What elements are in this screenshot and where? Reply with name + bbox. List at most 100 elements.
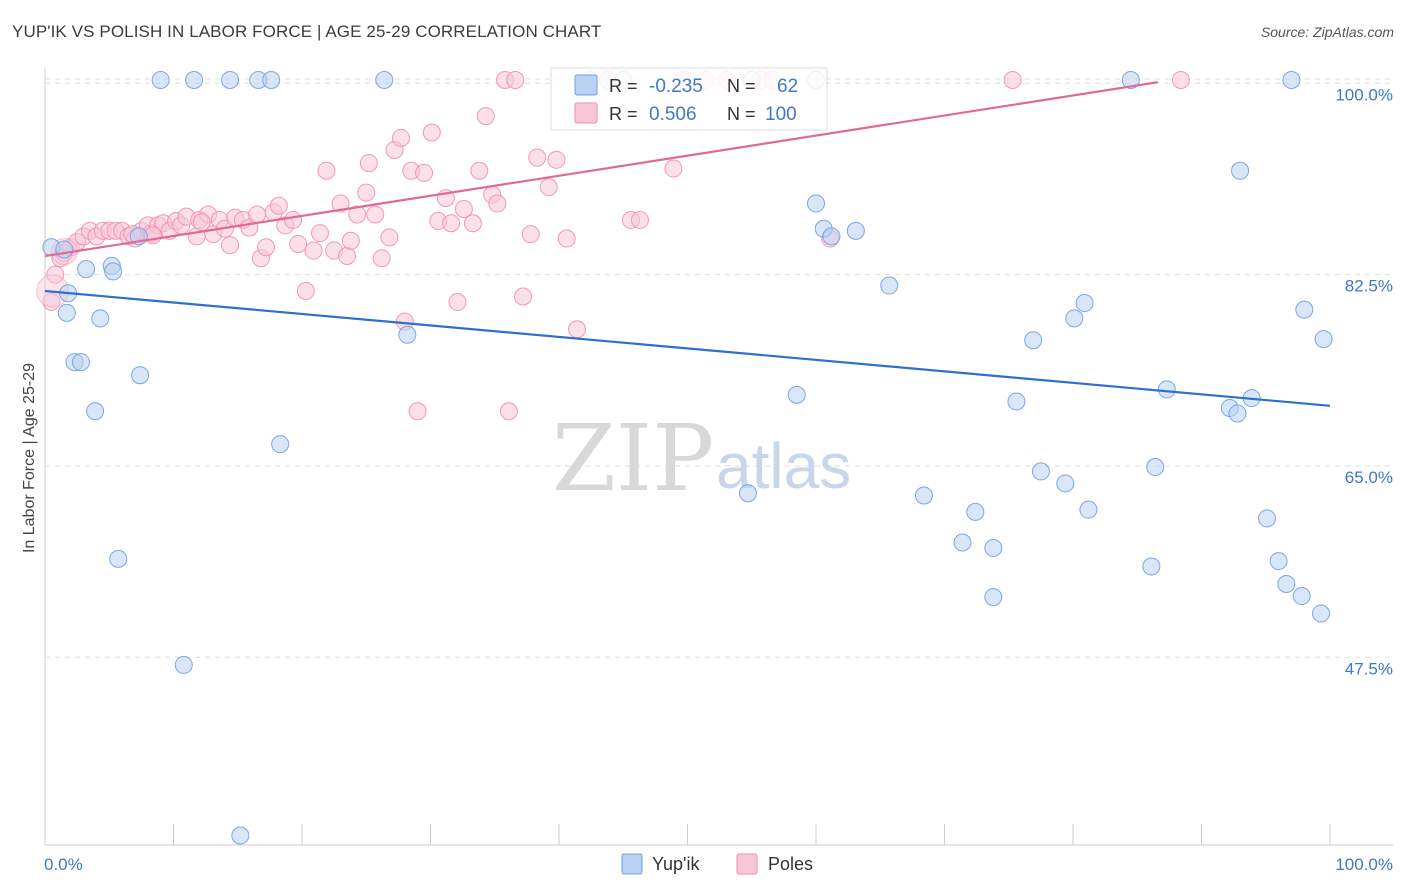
- poles-point-81: [557, 229, 576, 248]
- poles-trend-line: [44, 81, 1158, 258]
- poles-point-69: [470, 161, 489, 180]
- stats-legend: R = -0.235 N = 62 R = 0.506 N = 100: [550, 67, 828, 131]
- source-credit: Source: ZipAtlas.com: [1260, 24, 1394, 40]
- poles-point-62: [422, 123, 441, 142]
- poles-point-34: [248, 205, 267, 224]
- yupik-point-29: [880, 276, 899, 295]
- yupik-point-38: [1056, 474, 1075, 493]
- yupik-point-22: [398, 325, 417, 344]
- poles-point-96: [1171, 71, 1190, 89]
- chart-title: YUP'IK VS POLISH IN LABOR FORCE | AGE 25…: [12, 22, 602, 41]
- poles-point-95: [1003, 71, 1022, 89]
- poles-point-67: [454, 200, 473, 219]
- poles-point-72: [488, 194, 507, 213]
- poles-point-65: [442, 214, 461, 233]
- yupik-point-25: [807, 194, 825, 213]
- stats-r-value-blue: -0.235: [649, 76, 703, 97]
- x-tick-label-0: 0.0%: [44, 855, 83, 874]
- yupik-point-44: [1146, 458, 1165, 477]
- poles-point-77: [521, 225, 540, 244]
- yupik-point-23: [738, 484, 757, 503]
- yupik-point-1: [57, 303, 76, 322]
- stats-swatch-pink: [574, 102, 598, 124]
- poles-point-44: [310, 224, 329, 243]
- y-axis-label: In Labor Force | Age 25-29: [21, 363, 38, 553]
- poles-point-36: [257, 238, 276, 257]
- poles-point-30: [221, 236, 240, 255]
- yupik-point-4: [71, 353, 90, 372]
- poles-point-54: [372, 249, 391, 268]
- poles-point-78: [528, 148, 547, 167]
- stats-n-value-pink: 100: [765, 104, 797, 125]
- poles-point-50: [348, 205, 367, 224]
- legend-label-poles: Poles: [768, 854, 813, 874]
- series-legend: Yup'ik Poles: [621, 853, 813, 875]
- poles-point-49: [341, 231, 360, 250]
- yupik-trend-line: [44, 289, 1331, 407]
- poles-points: [36, 71, 1190, 421]
- poles-point-42: [296, 282, 315, 301]
- stats-swatch-blue: [574, 74, 598, 96]
- yupik-point-9: [104, 262, 123, 281]
- y-tick-label-3: 47.5%: [1345, 659, 1393, 678]
- x-tick-labels: 0.0% 100.0%: [44, 855, 1393, 874]
- yupik-point-45: [1157, 380, 1176, 399]
- yupik-point-56: [1312, 604, 1331, 623]
- poles-point-86: [630, 210, 649, 229]
- grid: [45, 78, 1393, 658]
- poles-point-48: [337, 247, 356, 266]
- yupik-point-54: [1292, 587, 1311, 606]
- poles-point-55: [380, 228, 399, 247]
- yupik-point-28: [846, 221, 865, 240]
- poles-point-41: [289, 235, 308, 253]
- poles-point-40: [284, 210, 303, 229]
- poles-point-38: [269, 196, 288, 215]
- poles-point-60: [408, 402, 427, 421]
- yupik-point-35: [1007, 392, 1026, 411]
- y-tick-labels: 100.0% 82.5% 65.0% 47.5%: [1335, 85, 1393, 678]
- yupik-point-61: [55, 240, 74, 259]
- yupik-point-12: [131, 366, 150, 385]
- yupik-point-31: [953, 533, 972, 552]
- yupik-point-21: [375, 71, 394, 89]
- poles-point-87: [664, 159, 683, 178]
- legend-swatch-yupik: [621, 853, 643, 875]
- yupik-point-15: [185, 71, 204, 89]
- legend-label-yupik: Yup'ik: [652, 854, 700, 874]
- poles-point-80: [547, 150, 566, 169]
- stats-n-label-pink: N =: [727, 104, 756, 124]
- poles-point-45: [317, 161, 336, 180]
- watermark: ZIP atlas: [552, 405, 851, 512]
- poles-point-57: [391, 128, 410, 147]
- stats-n-value-blue: 62: [777, 76, 798, 97]
- stats-r-label-blue: R =: [609, 76, 638, 96]
- poles-point-79: [539, 178, 558, 197]
- yupik-point-24: [787, 385, 806, 404]
- yupik-point-16: [221, 71, 240, 89]
- poles-point-68: [463, 214, 482, 233]
- poles-point-52: [359, 154, 378, 173]
- yupik-point-34: [984, 588, 1003, 607]
- yupik-point-14: [174, 655, 193, 674]
- yupik-point-20: [271, 435, 290, 454]
- yupik-point-7: [91, 309, 110, 328]
- stats-r-value-pink: 0.506: [649, 104, 697, 125]
- yupik-point-37: [1031, 462, 1050, 481]
- watermark-zip: ZIP: [552, 405, 714, 512]
- yupik-point-48: [1231, 161, 1250, 180]
- poles-point-70: [476, 107, 495, 126]
- legend-swatch-poles: [736, 853, 758, 875]
- yupik-point-32: [966, 502, 985, 521]
- yupik-point-40: [1075, 294, 1094, 313]
- stats-n-label-blue: N =: [727, 76, 756, 96]
- yupik-point-42: [1121, 71, 1140, 89]
- poles-point-99: [192, 213, 211, 232]
- y-tick-label-0: 100.0%: [1335, 85, 1393, 104]
- yupik-point-30: [914, 486, 933, 505]
- yupik-point-55: [1295, 300, 1314, 319]
- yupik-point-10: [109, 549, 128, 568]
- poles-point-53: [366, 205, 385, 224]
- y-tick-label-1: 82.5%: [1345, 277, 1393, 296]
- yupik-point-53: [1282, 71, 1301, 89]
